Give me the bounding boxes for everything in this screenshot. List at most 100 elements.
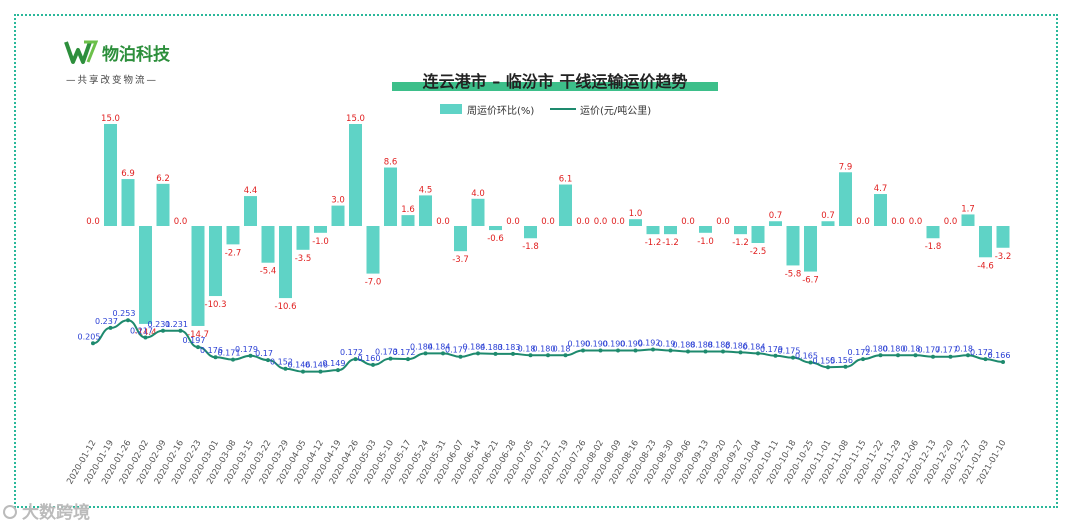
price-value-label: 0.166 [988,351,1011,360]
bar-value-label: 6.1 [559,175,573,185]
bar [104,124,117,226]
bar-value-label: 0.0 [541,217,555,227]
price-value-label: 0.146 [288,361,311,370]
brand-slogan: —共享改变物流— [66,75,159,86]
bar-value-label: 0.0 [174,217,188,227]
bar-value-label: 4.7 [874,184,888,194]
bar-value-label: 15.0 [346,114,365,124]
price-value-label: 0.190 [620,339,643,348]
price-value-label: 0.190 [585,339,608,348]
bar [751,226,765,243]
price-value-label: 0.149 [323,359,346,368]
bar-value-label: -14.7 [187,330,209,340]
price-point [231,357,235,362]
price-point [861,357,865,362]
price-point [511,351,515,356]
bar [961,214,975,226]
price-point [91,341,95,346]
bar [874,194,887,226]
price-value-label: 0.18 [903,344,921,353]
price-value-label: 0.172 [848,348,871,357]
price-value-label: 0.180 [865,344,888,353]
price-point [196,345,200,350]
price-point [686,349,690,354]
bar-value-label: -4.6 [977,261,994,271]
bar-value-label: 6.2 [156,174,170,184]
brand: 物泊科技 —共享改变物流— [64,38,194,88]
title-underline [392,82,718,91]
price-value-label: 0.152 [270,358,293,367]
price-value-label: 0.190 [568,339,591,348]
bar-value-label: -2.5 [750,247,767,257]
price-point [213,355,218,360]
price-value-label: 0.18 [518,344,536,353]
price-point [983,357,988,362]
price-point [843,364,848,369]
watermark: 大数跨境 [22,503,90,523]
price-point [476,351,480,356]
bar-value-label: 0.7 [769,211,783,221]
bar-value-label: 0.0 [909,217,923,227]
bar [401,215,415,226]
price-point [423,351,428,356]
bar [804,226,817,272]
price-point [826,365,830,370]
price-value-label: 0.231 [148,320,171,329]
bar [121,179,135,226]
price-value-label: 0.172 [393,348,416,357]
bar-value-label: 6.9 [121,169,135,179]
bar-value-label: 0.0 [506,217,520,227]
price-point [913,353,918,358]
price-value-label: 0.192 [638,339,661,348]
price-value-label: 0.156 [830,356,853,365]
price-value-label: 0.197 [183,336,206,345]
price-point [773,353,778,358]
bar-value-label: 0.0 [576,217,590,227]
bar [524,226,537,239]
price-point [441,351,445,356]
price-point [721,349,725,354]
price-value-label: 0.177 [918,346,941,355]
price-point [458,354,463,359]
price-value-label: 0.19 [658,339,676,348]
price-point [353,357,358,362]
bar-value-label: 0.0 [436,217,450,227]
chart-frame [14,14,1058,508]
bar-value-label: -1.2 [732,238,749,248]
bar-value-label: -14.4 [135,328,157,338]
bar [629,219,642,226]
bar-value-label: 4.0 [471,189,485,199]
bar [331,205,345,226]
bar [191,226,205,326]
bar [419,195,432,226]
bar-value-label: 8.6 [384,158,398,168]
price-point [808,360,813,365]
price-value-label: 0.183 [498,343,521,352]
price-point [161,328,165,333]
price-value-label: 0.177 [445,346,468,355]
price-point [878,353,883,358]
price-point [581,348,585,353]
bar [366,226,380,274]
price-point [493,351,498,356]
bar-value-label: -1.0 [312,237,329,247]
brand-name: 物泊科技 [102,45,170,65]
price-point [248,353,253,358]
bar-value-label: -2.7 [225,248,242,258]
price-point [616,348,620,353]
bar-value-label: -5.8 [785,269,802,279]
bar-value-label: -1.2 [662,238,679,248]
price-value-label: 0.160 [358,354,381,363]
price-point [791,355,795,360]
bar [979,226,992,258]
bar [454,226,467,252]
price-value-label: 0.186 [725,341,748,350]
bar-value-label: 0.0 [716,217,730,227]
bar-value-label: 0.0 [681,217,695,227]
price-value-label: 0.172 [970,348,993,357]
bar [314,226,327,233]
bar-value-label: 0.0 [611,217,625,227]
bar-value-label: 3.0 [331,196,345,206]
price-point [948,354,953,359]
